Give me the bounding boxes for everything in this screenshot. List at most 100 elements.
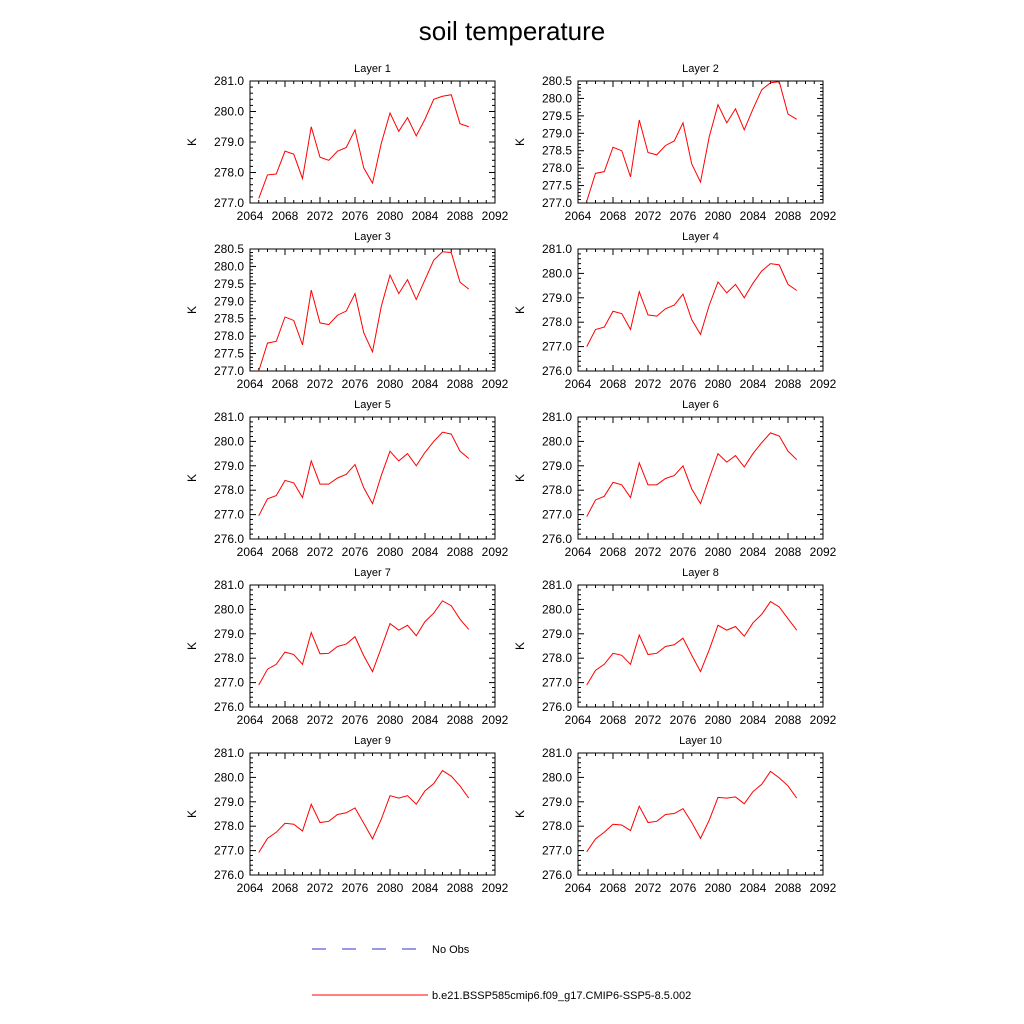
plot-frame <box>249 416 496 540</box>
x-tick-label: 2088 <box>775 881 802 895</box>
series-line <box>258 769 470 853</box>
legend-obs-label: No Obs <box>432 944 470 956</box>
plot-frame <box>249 584 496 708</box>
y-tick-label: 277.5 <box>214 347 244 361</box>
y-tick-label: 281.0 <box>542 242 572 256</box>
panel: Layer 3 2064 2068 2072 2076 2080 2084 2088 2092 2… <box>185 231 509 391</box>
y-tick-label: 277.5 <box>542 179 572 193</box>
x-tick-label: 2092 <box>482 377 509 391</box>
x-tick-label: 2084 <box>740 713 767 727</box>
y-tick-label: 279.0 <box>542 795 572 809</box>
x-tick-label: 2072 <box>635 545 662 559</box>
x-tick-label: 2072 <box>635 713 662 727</box>
y-tick-label: 276.0 <box>542 364 572 378</box>
panel: Layer 8 2064 2068 2072 2076 2080 2084 2088 2092 2… <box>513 567 837 727</box>
x-tick-label: 2088 <box>447 713 474 727</box>
panel: Layer 1 2064 2068 2072 2076 2080 2084 2088 2092 2… <box>185 63 509 223</box>
y-tick-label: 276.0 <box>542 700 572 714</box>
series-line <box>586 600 798 686</box>
x-tick-label: 2068 <box>272 881 299 895</box>
panel: Layer 10 2064 2068 2072 2076 2080 2084 2088 2092… <box>513 735 837 895</box>
y-axis-label: K <box>513 642 527 650</box>
x-tick-label: 2092 <box>810 881 837 895</box>
y-tick-label: 279.0 <box>214 627 244 641</box>
series-line <box>586 770 798 853</box>
y-tick-label: 276.0 <box>214 700 244 714</box>
y-tick-label: 278.0 <box>214 483 244 497</box>
x-tick-label: 2080 <box>377 713 404 727</box>
y-axis-label: K <box>513 306 527 314</box>
y-tick-label: 276.0 <box>542 868 572 882</box>
x-tick-label: 2064 <box>237 713 264 727</box>
y-tick-label: 276.0 <box>214 532 244 546</box>
x-tick-label: 2084 <box>412 545 439 559</box>
x-tick-label: 2072 <box>307 713 334 727</box>
y-tick-label: 278.0 <box>542 651 572 665</box>
y-tick-label: 280.5 <box>542 74 572 88</box>
x-tick-label: 2076 <box>342 545 369 559</box>
x-tick-label: 2068 <box>600 209 627 223</box>
y-axis-label: K <box>185 642 199 650</box>
x-tick-label: 2076 <box>670 881 697 895</box>
legend: No Obs b.e21.BSSP585cmip6.f09_g17.CMIP6-… <box>312 944 691 1002</box>
panel-title: Layer 9 <box>354 735 391 747</box>
x-tick-label: 2084 <box>740 209 767 223</box>
y-tick-label: 279.5 <box>542 109 572 123</box>
y-tick-label: 281.0 <box>542 746 572 760</box>
x-tick-label: 2088 <box>775 377 802 391</box>
panel: Layer 2 2064 2068 2072 2076 2080 2084 2088 2092 2… <box>513 63 837 223</box>
y-tick-label: 280.0 <box>542 602 572 616</box>
y-tick-label: 281.0 <box>214 74 244 88</box>
y-axis-label: K <box>513 810 527 818</box>
x-tick-label: 2076 <box>670 209 697 223</box>
x-tick-label: 2080 <box>377 377 404 391</box>
panel-title: Layer 4 <box>682 231 719 243</box>
x-tick-label: 2076 <box>670 713 697 727</box>
x-tick-label: 2064 <box>565 545 592 559</box>
y-axis-label: K <box>513 474 527 482</box>
series-line <box>258 431 470 517</box>
y-tick-label: 279.0 <box>214 795 244 809</box>
x-tick-label: 2088 <box>447 881 474 895</box>
panel-title: Layer 3 <box>354 231 391 243</box>
plot-frame <box>577 752 824 876</box>
panel: Layer 5 2064 2068 2072 2076 2080 2084 2088 2092 2… <box>185 399 509 559</box>
x-tick-label: 2088 <box>775 713 802 727</box>
y-tick-label: 280.0 <box>542 434 572 448</box>
y-tick-label: 280.0 <box>214 434 244 448</box>
x-tick-label: 2084 <box>412 377 439 391</box>
panel-title: Layer 1 <box>354 63 391 75</box>
y-tick-label: 279.0 <box>542 459 572 473</box>
panel-title: Layer 10 <box>679 735 722 747</box>
x-tick-label: 2092 <box>810 377 837 391</box>
x-tick-label: 2072 <box>307 209 334 223</box>
y-tick-label: 279.0 <box>214 294 244 308</box>
x-tick-label: 2072 <box>307 881 334 895</box>
x-tick-label: 2076 <box>342 209 369 223</box>
y-tick-label: 277.0 <box>214 844 244 858</box>
x-tick-label: 2080 <box>705 881 732 895</box>
series-line <box>258 94 469 199</box>
y-tick-label: 276.0 <box>214 868 244 882</box>
y-tick-label: 277.0 <box>542 676 572 690</box>
x-tick-label: 2068 <box>600 377 627 391</box>
x-tick-label: 2076 <box>342 377 369 391</box>
x-tick-label: 2080 <box>705 713 732 727</box>
x-tick-label: 2092 <box>482 545 509 559</box>
y-tick-label: 278.5 <box>542 144 572 158</box>
y-tick-label: 281.0 <box>542 578 572 592</box>
x-tick-label: 2080 <box>377 209 404 223</box>
series-line <box>586 432 798 517</box>
x-tick-label: 2084 <box>412 209 439 223</box>
y-axis-label: K <box>185 306 199 314</box>
x-tick-label: 2064 <box>565 713 592 727</box>
x-tick-label: 2072 <box>635 209 662 223</box>
x-tick-label: 2092 <box>482 881 509 895</box>
y-tick-label: 281.0 <box>542 410 572 424</box>
x-tick-label: 2072 <box>635 881 662 895</box>
y-tick-label: 279.5 <box>214 277 244 291</box>
x-tick-label: 2064 <box>237 209 264 223</box>
panel-title: Layer 6 <box>682 399 719 411</box>
y-tick-label: 277.0 <box>542 508 572 522</box>
y-tick-label: 279.0 <box>542 627 572 641</box>
